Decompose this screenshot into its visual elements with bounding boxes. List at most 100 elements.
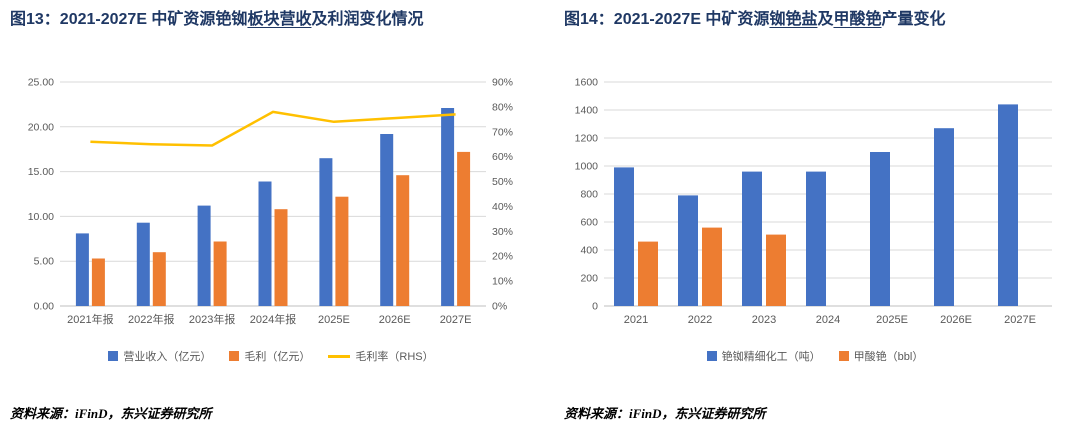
x-axis-label: 2022 (688, 314, 712, 326)
y-axis-label: 200 (580, 273, 598, 285)
figure13-chart: 0.00 5.00 10.00 15.00 20.00 25.00 0% 10% 20% 30% 4… (28, 77, 513, 327)
right-axis-label: 30% (492, 226, 513, 238)
legend-label: 营业收入（亿元） (123, 351, 212, 363)
y-axis-label: 10.00 (28, 211, 54, 223)
x-axis-label: 2027E (1004, 314, 1036, 326)
x-axis-label: 2021 (624, 314, 648, 326)
bar-series-1 (638, 227, 786, 306)
legend-item: 甲酸铯（bbl） (838, 348, 924, 364)
right-axis-label: 10% (492, 276, 513, 288)
bar (213, 241, 227, 306)
legend-label: 铯铷精细化工（吨） (721, 351, 821, 363)
right-axis-label: 50% (492, 176, 513, 188)
y-axis-label: 0 (592, 301, 598, 313)
bar (638, 241, 658, 306)
line-series-0 (90, 110, 456, 147)
figure13-source: 资料来源：iFinD，东兴证券研究所 (10, 406, 212, 421)
bar (152, 252, 166, 306)
y-axis-label: 5.00 (34, 256, 55, 268)
bar (274, 209, 288, 306)
right-axis-label: 60% (492, 151, 513, 163)
bar (766, 234, 786, 306)
x-axis-label: 2023 (752, 314, 776, 326)
bar-series-0 (75, 108, 455, 306)
title-segment: 产量变化 (881, 11, 946, 28)
legend-label: 毛利（亿元） (244, 351, 311, 363)
right-axis-label: 80% (492, 101, 513, 113)
legend-square-swatch (838, 351, 849, 361)
bar (614, 167, 634, 306)
bar (702, 227, 722, 306)
bar (335, 196, 349, 306)
right-axis-label: 40% (492, 201, 513, 213)
bar (136, 222, 150, 306)
y-axis-label: 1400 (575, 105, 599, 117)
legend-square-swatch (229, 351, 240, 361)
bar (870, 152, 890, 306)
y-axis-label: 1000 (575, 161, 599, 173)
legend-item: 毛利（亿元） (229, 348, 310, 364)
title-segment: 铷铯盐 (769, 11, 818, 28)
y-axis-label: 25.00 (28, 77, 54, 89)
bar (998, 104, 1018, 307)
y-axis-label: 0.00 (34, 301, 55, 313)
legend-line-swatch (328, 354, 351, 358)
legend-label: 甲酸铯（bbl） (853, 351, 924, 363)
figure13-title: 图13：2021-2027E 中矿资源铯铷板块营收及利润变化情况 (10, 8, 448, 70)
title-segment: 图14：2021-2027E 中矿资源 (564, 11, 770, 28)
legend-item: 营业收入（亿元） (108, 348, 211, 364)
bar (197, 205, 211, 306)
bar (806, 171, 826, 306)
bar-series-0 (614, 104, 1018, 307)
y-axis-label: 20.00 (28, 121, 54, 133)
right-axis-label: 90% (492, 77, 513, 89)
x-axis-label: 2024 (816, 314, 840, 326)
y-axis-label: 15.00 (28, 166, 54, 178)
bar (319, 158, 333, 306)
y-axis-label: 1200 (575, 133, 599, 145)
title-segment: 及利润变化情况 (311, 11, 424, 28)
title-segment: 甲酸铯 (833, 11, 882, 28)
y-axis-label: 400 (580, 245, 598, 257)
legend-square-swatch (108, 351, 119, 361)
legend-label: 毛利率（RHS） (355, 351, 434, 363)
legend-item: 毛利率（RHS） (328, 348, 434, 364)
figure14-title: 图14：2021-2027E 中矿资源铷铯盐及甲酸铯产量变化 (564, 8, 1066, 70)
x-axis-label: 2025E (318, 314, 350, 326)
x-axis-label: 2021年报 (67, 312, 113, 326)
title-segment: 及 (817, 11, 834, 28)
title-segment: 图13：2021-2027E 中矿资源铯铷 (10, 11, 248, 28)
y-axis-label: 600 (580, 217, 598, 229)
bar (678, 195, 698, 306)
x-axis-label: 2022年报 (128, 312, 174, 326)
bar (258, 181, 272, 306)
bar (742, 171, 762, 306)
gridlines (604, 81, 1052, 307)
bar (441, 108, 455, 306)
x-axis-label: 2027E (440, 314, 472, 326)
figure14-panel: 图14：2021-2027E 中矿资源铷铯盐及甲酸铯产量变化 0 200 400 60… (540, 0, 1080, 434)
x-axis-label: 2025E (876, 314, 908, 326)
x-axis-label: 2024年报 (250, 312, 296, 326)
figure14-legend: 铯铷精细化工（吨） 甲酸铯（bbl） (564, 344, 1066, 368)
gridlines (60, 81, 486, 307)
title-segment: 板块营收 (247, 11, 312, 28)
bar (380, 134, 394, 306)
bar (75, 233, 89, 306)
legend-item: 铯铷精细化工（吨） (706, 348, 821, 364)
x-axis-label: 2026E (379, 314, 411, 326)
bar (457, 151, 471, 306)
right-axis-label: 20% (492, 251, 513, 263)
bar-series-1 (91, 151, 471, 306)
y-axis-label: 800 (580, 189, 598, 201)
x-axis-label: 2023年报 (189, 312, 235, 326)
right-axis-label: 70% (492, 126, 513, 138)
figure13-legend: 营业收入（亿元） 毛利（亿元） 毛利率（RHS） (10, 344, 532, 368)
bar (91, 258, 105, 306)
x-axis-label: 2026E (940, 314, 972, 326)
bar (396, 175, 410, 306)
right-axis-label: 0% (492, 301, 507, 313)
bar (934, 128, 954, 306)
figure14-chart: 0 200 400 600 800 1000 1200 1400 1600 2021 2022 202… (575, 77, 1052, 326)
